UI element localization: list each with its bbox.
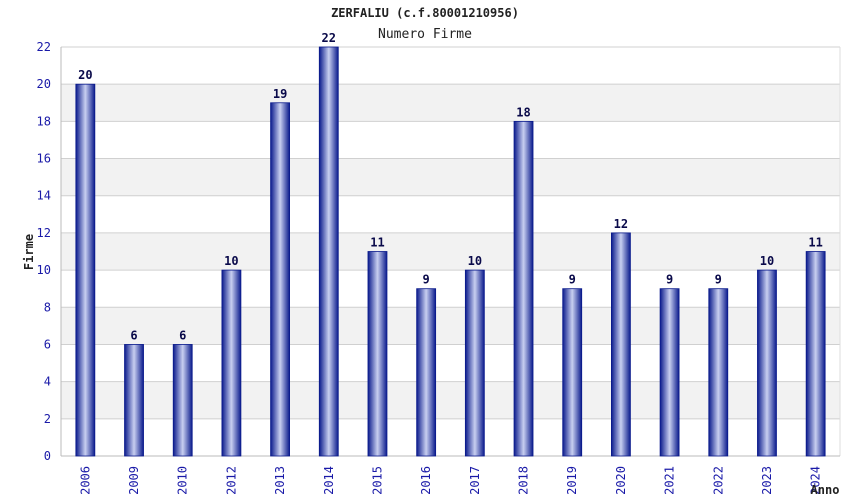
y-tick-label: 4 [44, 375, 51, 389]
bar-2018 [513, 120, 534, 457]
x-tick-label-2019: 2019 [565, 466, 579, 495]
y-tick-label: 18 [37, 114, 51, 128]
bar-2022 [708, 288, 729, 457]
x-tick-label-2018: 2018 [517, 466, 531, 495]
bar-2013 [270, 102, 290, 457]
y-tick-labels: 0 2 4 6 8 10 12 14 16 18 20 22 [37, 40, 51, 463]
value-label-2006: 20 [78, 68, 92, 82]
x-tick-label-2016: 2016 [419, 466, 433, 495]
x-tick-label-2006: 2006 [78, 466, 92, 495]
y-tick-label: 20 [37, 77, 51, 91]
y-tick-label: 8 [44, 300, 51, 314]
grid-band [61, 84, 840, 122]
bar-2024 [805, 251, 826, 457]
y-tick-label: 2 [44, 412, 51, 426]
value-labels: 20 6 6 10 19 22 11 9 10 18 9 12 9 9 10 11 [78, 31, 823, 342]
x-tick-label-2014: 2014 [322, 466, 336, 495]
y-tick-label: 12 [37, 226, 51, 240]
value-label-2009: 6 [130, 328, 137, 342]
bar-2023 [757, 269, 777, 457]
chart-subtitle: Numero Firme [378, 27, 472, 42]
x-tick-label-2013: 2013 [273, 466, 287, 495]
x-tick-label-2023: 2023 [760, 466, 774, 495]
x-tick-label-2024: 2024 [809, 466, 823, 495]
y-tick-label: 6 [44, 337, 51, 351]
value-label-2015: 11 [370, 236, 384, 250]
bar-2010 [172, 344, 193, 457]
bar-2009 [124, 344, 144, 457]
grid-band [61, 232, 840, 271]
x-tick-label-2020: 2020 [614, 466, 628, 495]
y-tick-label: 10 [37, 263, 51, 277]
x-tick-label-2022: 2022 [711, 466, 725, 495]
chart-title: ZERFALIU (c.f.80001210956) [331, 6, 519, 20]
y-tick-label: 0 [44, 449, 51, 463]
bar-2020 [611, 232, 631, 457]
value-label-2014: 22 [322, 31, 336, 45]
bar-2006 [75, 83, 96, 457]
x-tick-label-2017: 2017 [468, 466, 482, 495]
value-label-2016: 9 [423, 273, 430, 287]
value-label-2010: 6 [179, 328, 186, 342]
value-label-2018: 18 [516, 105, 530, 119]
x-tick-label-2010: 2010 [176, 466, 190, 495]
y-tick-label: 16 [37, 152, 51, 166]
value-label-2022: 9 [715, 273, 722, 287]
bar-2021 [659, 288, 680, 457]
value-label-2019: 9 [569, 273, 576, 287]
x-tick-label-2015: 2015 [370, 466, 384, 495]
x-tick-label-2021: 2021 [663, 466, 677, 495]
x-tick-label-2012: 2012 [224, 466, 238, 495]
bar-2014 [318, 46, 339, 457]
y-tick-label: 14 [37, 189, 51, 203]
bars [75, 46, 826, 457]
grid-band [61, 158, 840, 196]
y-axis-label: Firme [22, 234, 36, 270]
value-label-2020: 12 [614, 217, 628, 231]
value-label-2012: 10 [224, 254, 238, 268]
value-label-2021: 9 [666, 273, 673, 287]
value-label-2013: 19 [273, 87, 287, 101]
value-label-2023: 10 [760, 254, 774, 268]
bar-2015 [367, 251, 388, 457]
bar-2017 [464, 269, 485, 457]
x-tick-label-2009: 2009 [127, 466, 141, 495]
value-label-2017: 10 [468, 254, 482, 268]
bar-2019 [562, 288, 583, 457]
value-label-2024: 11 [808, 236, 822, 250]
bar-2016 [416, 288, 437, 457]
x-tick-labels: 2006 2009 2010 2012 2013 2014 2015 2016 2017 2018… [78, 466, 822, 495]
y-tick-label: 22 [37, 40, 51, 54]
bar-2012 [221, 269, 242, 457]
x-axis-label: Anno [811, 483, 840, 497]
